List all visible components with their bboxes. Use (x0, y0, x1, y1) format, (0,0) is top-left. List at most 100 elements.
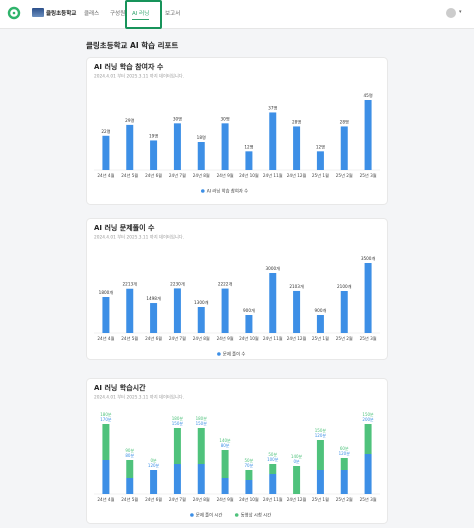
value-label: 3500개 (361, 255, 376, 262)
x-tick-label: 25년 2월 (336, 496, 353, 503)
bar (293, 290, 301, 333)
x-tick-label: 24년 11월 (263, 335, 283, 342)
value-label: 18명 (197, 134, 206, 140)
bar (173, 123, 181, 170)
value-label: 200분 (362, 417, 374, 422)
x-tick-label: 24년 5월 (121, 172, 138, 179)
value-label: 180분 (196, 416, 208, 421)
dropdown-caret[interactable]: ▾ (459, 9, 462, 15)
bar (150, 140, 158, 170)
x-tick-label: 24년 10월 (239, 335, 259, 342)
value-label: 0분 (150, 458, 157, 463)
card-bg (86, 57, 388, 205)
bar-segment (126, 460, 134, 478)
value-label: 100분 (267, 457, 279, 462)
nav-item[interactable]: 구성원 (110, 11, 126, 17)
school-image (32, 8, 44, 17)
bar (316, 151, 324, 170)
x-tick-label: 24년 4월 (97, 335, 114, 342)
bar (197, 307, 205, 333)
legend-marker (217, 352, 221, 356)
x-tick-label: 24년 4월 (97, 496, 114, 503)
value-label: 45명 (363, 92, 372, 98)
x-tick-label: 24년 7월 (169, 172, 186, 179)
bar-segment (173, 428, 181, 464)
chart-card: AI 러닝 문제풀이 수 2024.4.01 부터 2025.3.11 까지 데이… (86, 218, 388, 360)
value-label: 2230개 (170, 280, 185, 287)
value-label: 60분 (340, 446, 349, 451)
x-tick-label: 24년 9월 (217, 335, 234, 342)
x-tick-label: 24년 8월 (193, 172, 210, 179)
bar (150, 303, 158, 333)
bar-segment (269, 464, 277, 474)
bar-segment (316, 440, 324, 470)
chart-subtitle: 2024.4.01 부터 2025.3.11 까지 데이터입니다. (94, 234, 184, 241)
logo[interactable] (4, 0, 24, 28)
x-tick-label: 24년 6월 (145, 496, 162, 503)
value-label: 90분 (125, 448, 134, 453)
x-tick-label: 24년 9월 (217, 172, 234, 179)
bar (173, 288, 181, 333)
bar (102, 135, 110, 170)
page-title: 클링초등학교 AI 학습 리포트 (86, 41, 179, 50)
bar (126, 288, 134, 333)
value-label: 70분 (245, 463, 254, 468)
nav-item[interactable]: 클래스 (84, 11, 100, 17)
value-label: 2213개 (122, 281, 137, 288)
bar (269, 112, 277, 170)
chart-title: AI 러닝 문제풀이 수 (94, 223, 155, 232)
legend-marker (234, 513, 239, 517)
bar (269, 273, 277, 333)
value-label: 150분 (196, 421, 208, 426)
x-tick-label: 24년 12월 (287, 335, 307, 342)
x-tick-label: 24년 6월 (145, 335, 162, 342)
x-tick-label: 25년 1월 (312, 496, 329, 503)
bar (364, 263, 372, 333)
bar (221, 288, 229, 333)
bar (340, 126, 348, 170)
bar (245, 315, 253, 333)
bar (340, 291, 348, 333)
legend-label: 동영상 시청 시간 (241, 512, 271, 519)
active-highlight (125, 0, 162, 29)
bar-segment (269, 474, 277, 494)
value-label: 170분 (100, 417, 112, 422)
value-label: 120분 (339, 451, 351, 456)
value-label: 3000개 (265, 265, 280, 272)
value-label: 150분 (172, 421, 184, 426)
value-label: 12명 (244, 143, 253, 149)
bar-segment (102, 460, 110, 494)
value-label: 30명 (173, 115, 182, 121)
school-name[interactable]: 클링초등학교 (46, 11, 77, 17)
nav-item[interactable]: 보고서 (165, 11, 181, 17)
user-avatar[interactable] (446, 8, 456, 18)
x-tick-label: 24년 4월 (97, 172, 114, 179)
x-tick-label: 24년 7월 (169, 335, 186, 342)
value-label: 1800개 (99, 289, 114, 296)
bar-segment (126, 478, 134, 494)
x-tick-label: 24년 8월 (193, 335, 210, 342)
value-label: 140분 (291, 454, 303, 459)
legend-label: AI 러닝 학습 참여자 수 (207, 188, 248, 195)
x-tick-label: 24년 6월 (145, 172, 162, 179)
value-label: 900개 (314, 307, 326, 314)
nav-item-active[interactable]: AI 러닝 (132, 9, 150, 20)
x-tick-label: 24년 9월 (217, 496, 234, 503)
bar-segment (364, 424, 372, 454)
value-label: 2103개 (289, 283, 304, 290)
x-tick-label: 24년 5월 (121, 496, 138, 503)
x-tick-label: 25년 3월 (360, 335, 377, 342)
bar-segment (221, 478, 229, 494)
value-label: 28명 (292, 118, 301, 124)
x-tick-label: 25년 2월 (336, 172, 353, 179)
value-label: 22명 (101, 128, 110, 134)
bar-segment (340, 458, 348, 470)
bar-segment (173, 464, 181, 494)
bar-segment (245, 480, 253, 494)
chart-title: AI 러닝 학습시간 (94, 383, 146, 392)
legend-label: 문제 풀이 수 (223, 351, 246, 358)
bar-segment (150, 470, 158, 494)
bar-segment (197, 428, 205, 464)
x-tick-label: 25년 2월 (336, 335, 353, 342)
